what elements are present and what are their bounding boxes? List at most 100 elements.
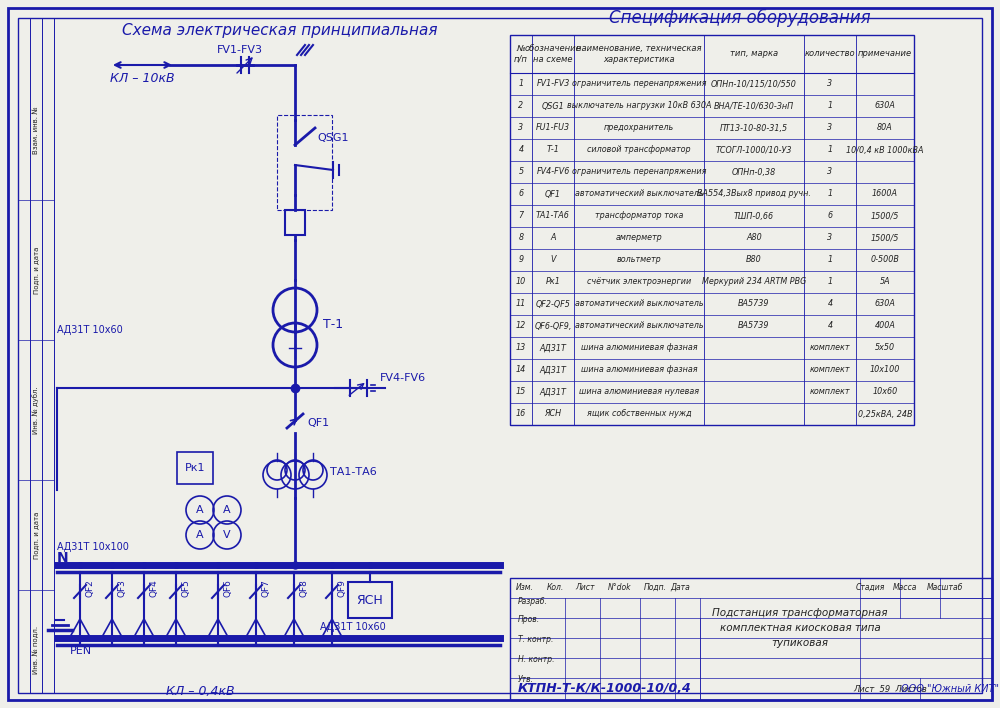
Text: Дата: Дата	[670, 583, 690, 591]
Text: 5А: 5А	[880, 278, 890, 287]
Text: 10х60: 10х60	[872, 387, 898, 396]
Text: QF6: QF6	[223, 579, 232, 597]
Text: 2: 2	[518, 101, 524, 110]
Text: ВНА/ТЕ-10/630-ЗнП: ВНА/ТЕ-10/630-ЗнП	[714, 101, 794, 110]
Text: Рк1: Рк1	[185, 463, 205, 473]
Text: ВА554,3Вых8 привод ручн.: ВА554,3Вых8 привод ручн.	[697, 190, 811, 198]
Text: V: V	[223, 530, 231, 540]
Bar	[177, 452, 213, 484]
Text: А: А	[223, 505, 231, 515]
Text: А80: А80	[746, 234, 762, 243]
Text: 630А: 630А	[875, 101, 895, 110]
Text: ЯСН: ЯСН	[357, 593, 383, 607]
Text: А: А	[550, 234, 556, 243]
Text: 3: 3	[827, 123, 833, 132]
Text: 4: 4	[827, 299, 833, 309]
Text: Подп. и дата: Подп. и дата	[33, 246, 39, 294]
Text: шина алюминиевая фазная: шина алюминиевая фазная	[581, 365, 697, 375]
Text: ВА5739: ВА5739	[738, 299, 770, 309]
Text: 7: 7	[518, 212, 524, 220]
Text: Подп. и дата: Подп. и дата	[33, 511, 39, 559]
Text: амперметр: амперметр	[616, 234, 662, 243]
Text: 15: 15	[516, 387, 526, 396]
Text: обозначение
на схеме: обозначение на схеме	[525, 45, 581, 64]
Text: А: А	[196, 505, 204, 515]
Text: QF5: QF5	[181, 579, 190, 597]
Text: №
п/п: № п/п	[514, 45, 528, 64]
Text: В80: В80	[746, 256, 762, 265]
Text: Масса: Масса	[893, 583, 917, 591]
Text: 5: 5	[518, 168, 524, 176]
Text: PEN: PEN	[70, 646, 92, 656]
Text: ПТ13-10-80-31,5: ПТ13-10-80-31,5	[720, 123, 788, 132]
Text: 0,25кВА, 24В: 0,25кВА, 24В	[858, 409, 912, 418]
Text: шина алюминиевая нулевая: шина алюминиевая нулевая	[579, 387, 699, 396]
Text: Т-1: Т-1	[323, 319, 343, 331]
Text: примечание: примечание	[858, 50, 912, 59]
Text: комплект: комплект	[810, 387, 850, 396]
Text: Утв.: Утв.	[518, 675, 534, 683]
Text: 1: 1	[827, 146, 833, 154]
Text: выключатель нагрузки 10кВ 630А: выключатель нагрузки 10кВ 630А	[567, 101, 711, 110]
Text: QF2: QF2	[85, 579, 94, 597]
Text: трансформатор тока: трансформатор тока	[595, 212, 683, 220]
Text: N: N	[57, 551, 69, 565]
Text: 11: 11	[516, 299, 526, 309]
Text: КЛ – 10кВ: КЛ – 10кВ	[110, 72, 175, 84]
Text: тип, марка: тип, марка	[730, 50, 778, 59]
Text: 1: 1	[827, 190, 833, 198]
Text: 13: 13	[516, 343, 526, 353]
Text: 630А: 630А	[875, 299, 895, 309]
Text: 10: 10	[516, 278, 526, 287]
Text: КЛ – 0,4кВ: КЛ – 0,4кВ	[166, 685, 234, 699]
Text: ЯСН: ЯСН	[544, 409, 562, 418]
Text: ящик собственных нужд: ящик собственных нужд	[587, 409, 691, 418]
Bar	[510, 578, 992, 700]
Text: Разраб.: Разраб.	[518, 597, 548, 605]
Text: счётчик электроэнергии: счётчик электроэнергии	[587, 278, 691, 287]
Text: QF6-QF9,: QF6-QF9,	[534, 321, 572, 331]
Text: FV1-FV3: FV1-FV3	[217, 45, 263, 55]
Text: комплектная киосковая типа: комплектная киосковая типа	[720, 623, 880, 633]
Text: QF9: QF9	[337, 579, 346, 597]
Bar	[348, 582, 392, 618]
Text: 1: 1	[827, 101, 833, 110]
Text: вольтметр: вольтметр	[617, 256, 661, 265]
Text: тупиковая: тупиковая	[772, 638, 828, 648]
Text: ТА1-ТА6: ТА1-ТА6	[536, 212, 570, 220]
Text: силовой трансформатор: силовой трансформатор	[587, 146, 691, 154]
Text: ВА5739: ВА5739	[738, 321, 770, 331]
Text: 8: 8	[518, 234, 524, 243]
Text: V: V	[550, 256, 556, 265]
Text: Инв. № подл.: Инв. № подл.	[33, 626, 39, 674]
Text: QF7: QF7	[261, 579, 270, 597]
Text: QF8: QF8	[299, 579, 308, 597]
Text: QF3: QF3	[117, 579, 126, 597]
Text: Т-1: Т-1	[547, 146, 559, 154]
Text: ТСОГЛ-1000/10-У3: ТСОГЛ-1000/10-У3	[716, 146, 792, 154]
Text: Подстанция трансформаторная: Подстанция трансформаторная	[712, 608, 888, 618]
Text: 1500/5: 1500/5	[871, 234, 899, 243]
Text: QSG1: QSG1	[317, 133, 349, 143]
Text: 3: 3	[827, 168, 833, 176]
Text: 6: 6	[518, 190, 524, 198]
Text: FV4-FV6: FV4-FV6	[380, 373, 426, 383]
Text: FV4-FV6: FV4-FV6	[536, 168, 570, 176]
Text: Масштаб: Масштаб	[927, 583, 963, 591]
Text: 3: 3	[827, 79, 833, 88]
Text: автоматический выключатель: автоматический выключатель	[575, 299, 703, 309]
Text: Меркурий 234 ARTM РВG: Меркурий 234 ARTM РВG	[702, 278, 806, 287]
Text: 6: 6	[827, 212, 833, 220]
Bar	[510, 35, 914, 425]
Text: FV1-FV3: FV1-FV3	[536, 79, 570, 88]
Text: 4: 4	[518, 146, 524, 154]
Text: автоматический выключатель: автоматический выключатель	[575, 321, 703, 331]
Text: N°dok: N°dok	[608, 583, 632, 591]
Text: 80А: 80А	[877, 123, 893, 132]
Text: комплект: комплект	[810, 343, 850, 353]
Text: КТПН-Т-К/К-1000-10/0,4: КТПН-Т-К/К-1000-10/0,4	[518, 683, 692, 695]
Text: 3: 3	[827, 234, 833, 243]
Text: 10/0,4 кВ 1000кВА: 10/0,4 кВ 1000кВА	[846, 146, 924, 154]
Text: 400А: 400А	[875, 321, 895, 331]
Text: Т. контр.: Т. контр.	[518, 634, 553, 644]
